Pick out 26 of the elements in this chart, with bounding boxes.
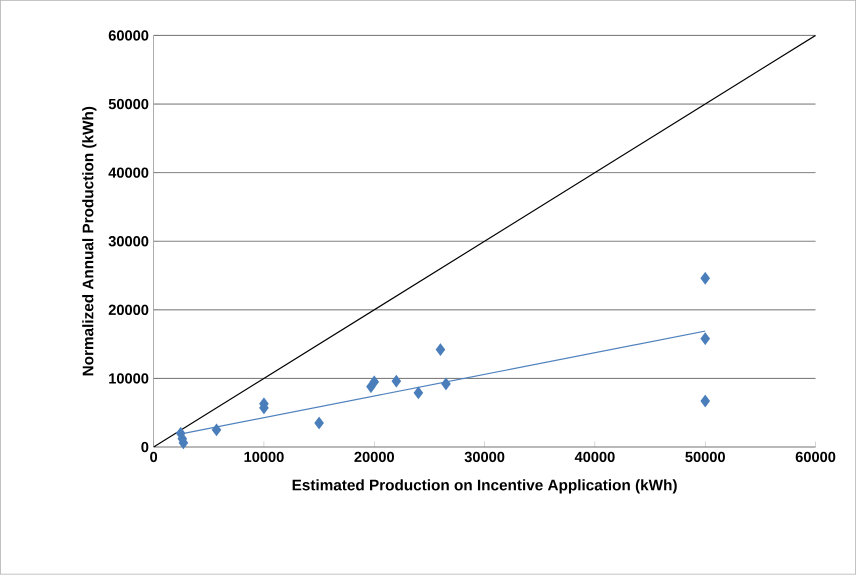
x-tick-label: 40000 (574, 452, 615, 462)
y-tick-label: 0 (141, 442, 148, 452)
x-tick-label: 10000 (244, 452, 284, 462)
x-tick-label: 0 (150, 452, 158, 462)
x-tick-label: 30000 (464, 452, 504, 462)
x-axis-title: Estimated Production on Incentive Application (kWh) (292, 479, 677, 494)
x-tick-label: 60000 (796, 452, 836, 462)
y-tick-label: 40000 (108, 168, 148, 178)
point (441, 378, 451, 390)
point (314, 416, 324, 430)
point (370, 376, 380, 388)
x-tick-label: 50000 (685, 452, 725, 462)
y-tick-label: 60000 (108, 30, 148, 41)
y-axis-title: Normalized Annual Production (kWh) (82, 107, 96, 376)
point (700, 272, 710, 285)
point (700, 395, 710, 408)
y-tick-label: 50000 (108, 99, 148, 110)
y-tick-label: 10000 (109, 373, 148, 384)
point (436, 344, 446, 356)
point (392, 375, 402, 388)
y-tick-label: 30000 (108, 236, 148, 247)
x-tick-label: 20000 (354, 452, 394, 462)
point (414, 386, 424, 400)
y-tick-label: 20000 (108, 304, 148, 316)
point (700, 332, 710, 346)
point (212, 424, 222, 436)
